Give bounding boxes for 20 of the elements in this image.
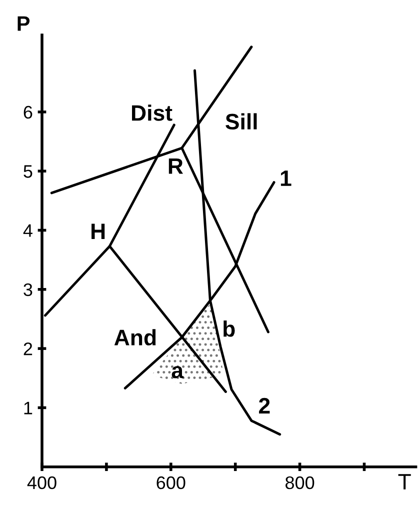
annotation: H xyxy=(92,224,105,239)
y-tick-label: 4 xyxy=(23,224,32,237)
annotation: 2 xyxy=(259,398,270,414)
y-tick-label: 6 xyxy=(24,106,32,119)
x-tick-label: 600 xyxy=(156,476,186,490)
x-tick-label: 800 xyxy=(286,476,314,490)
annotation: And xyxy=(114,329,156,346)
y-tick-label: 5 xyxy=(24,165,32,178)
x-tick-label: 400 xyxy=(27,476,56,490)
annotation: a xyxy=(172,366,184,378)
y-tick-label: 2 xyxy=(24,342,32,356)
y-tick-label: 3 xyxy=(24,283,32,296)
annotation: Sill xyxy=(226,113,257,130)
annotation: Dist xyxy=(132,104,172,121)
y-axis-title: P xyxy=(18,16,30,31)
y-tick-label: 1 xyxy=(24,402,32,414)
annotation: R xyxy=(168,158,184,174)
x-axis-title: T xyxy=(398,474,411,490)
annotation: 1 xyxy=(280,170,292,186)
annotation: b xyxy=(224,320,235,337)
